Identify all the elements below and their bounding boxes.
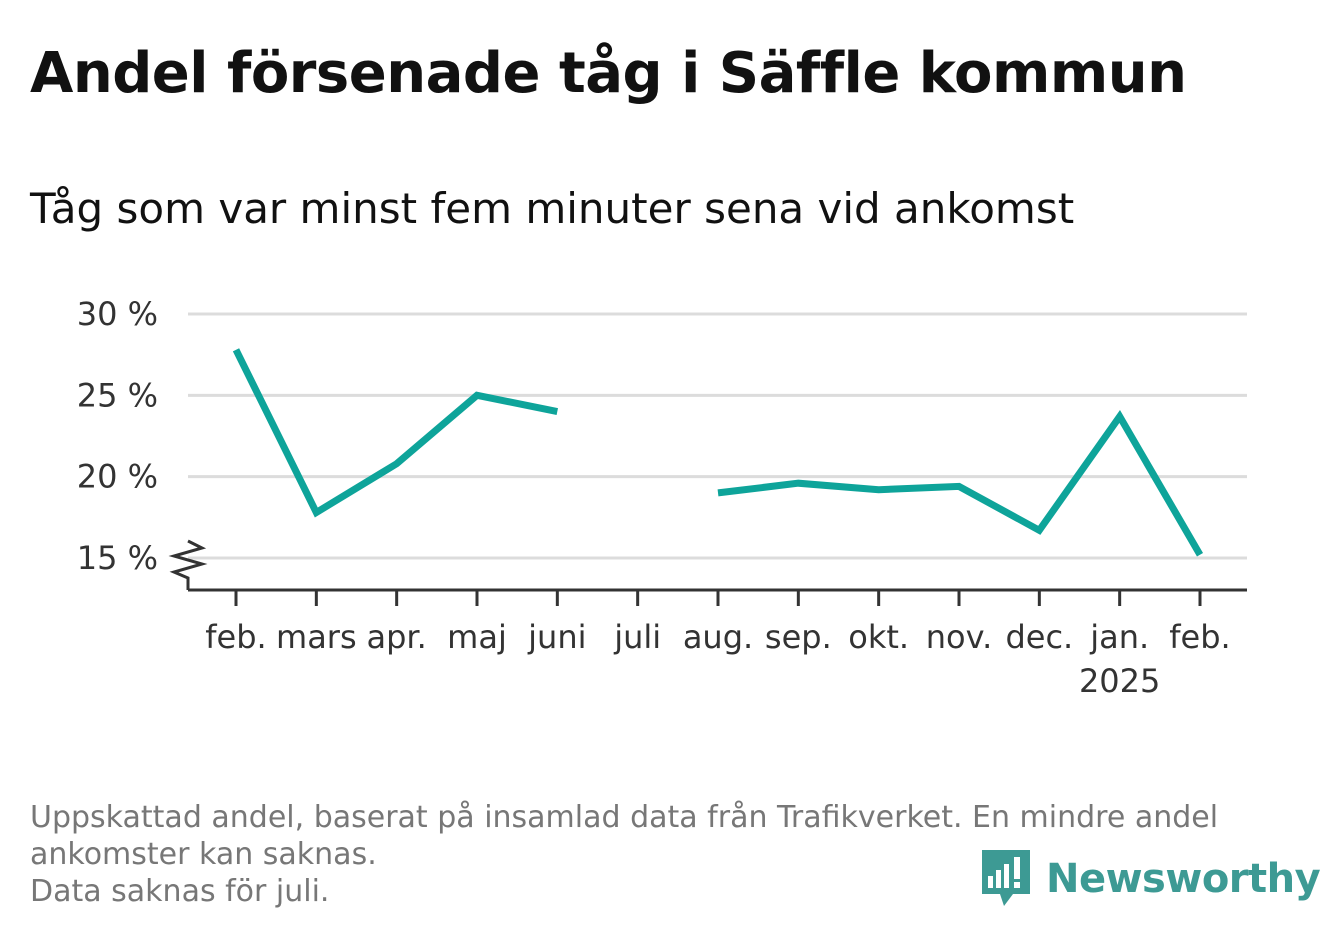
newsworthy-logo: Newsworthy [980, 848, 1321, 910]
footnote: Uppskattad andel, baserat på insamlad da… [30, 799, 1280, 910]
x-tick-label: feb. [1169, 618, 1230, 656]
x-tick-label: maj [447, 618, 507, 656]
y-tick-label: 25 % [77, 376, 158, 414]
footnote-line: Data saknas för juli. [30, 874, 330, 909]
series-line [232, 348, 558, 518]
chart-subtitle: Tåg som var minst fem minuter sena vid a… [30, 184, 1075, 233]
chart-title: Andel försenade tåg i Säffle kommun [30, 41, 1187, 106]
x-axis-ticks: feb. mars apr. maj juni juli aug. sep. okt. nov. d… [205, 590, 1231, 700]
x-tick-label: apr. [367, 618, 427, 656]
newsworthy-logo-icon [982, 850, 1030, 906]
x-tick-label: nov. [926, 618, 992, 656]
logo-text: Newsworthy [1046, 856, 1321, 902]
y-axis-ticks: 15 % 20 % 25 % 30 % [77, 295, 158, 577]
grid-lines [188, 312, 1247, 560]
x-tick-label: dec. [1005, 618, 1073, 656]
line-chart: 15 % 20 % 25 % 30 % feb. mars apr. maj juni juli… [77, 295, 1247, 700]
y-tick-label: 20 % [77, 458, 158, 496]
x-tick-label: feb. [205, 618, 266, 656]
footnote-line: ankomster kan saknas. [30, 837, 377, 872]
footnote-line: Uppskattad andel, baserat på insamlad da… [30, 800, 1219, 835]
x-tick-label: juli [613, 618, 661, 656]
x-axis [168, 539, 1247, 592]
y-axis-break-mark [168, 539, 208, 590]
x-tick-label: aug. [683, 618, 753, 656]
x-tick-sublabel: 2025 [1079, 662, 1160, 700]
y-tick-label: 30 % [77, 295, 158, 333]
x-tick-label: okt. [848, 618, 909, 656]
x-tick-label: juni [527, 618, 586, 656]
x-tick-label: mars [276, 618, 357, 656]
x-tick-label: sep. [765, 618, 832, 656]
series-layer [232, 348, 1204, 557]
y-tick-label: 15 % [77, 539, 158, 577]
x-tick-label: jan. [1089, 618, 1149, 656]
series-line [717, 410, 1204, 557]
